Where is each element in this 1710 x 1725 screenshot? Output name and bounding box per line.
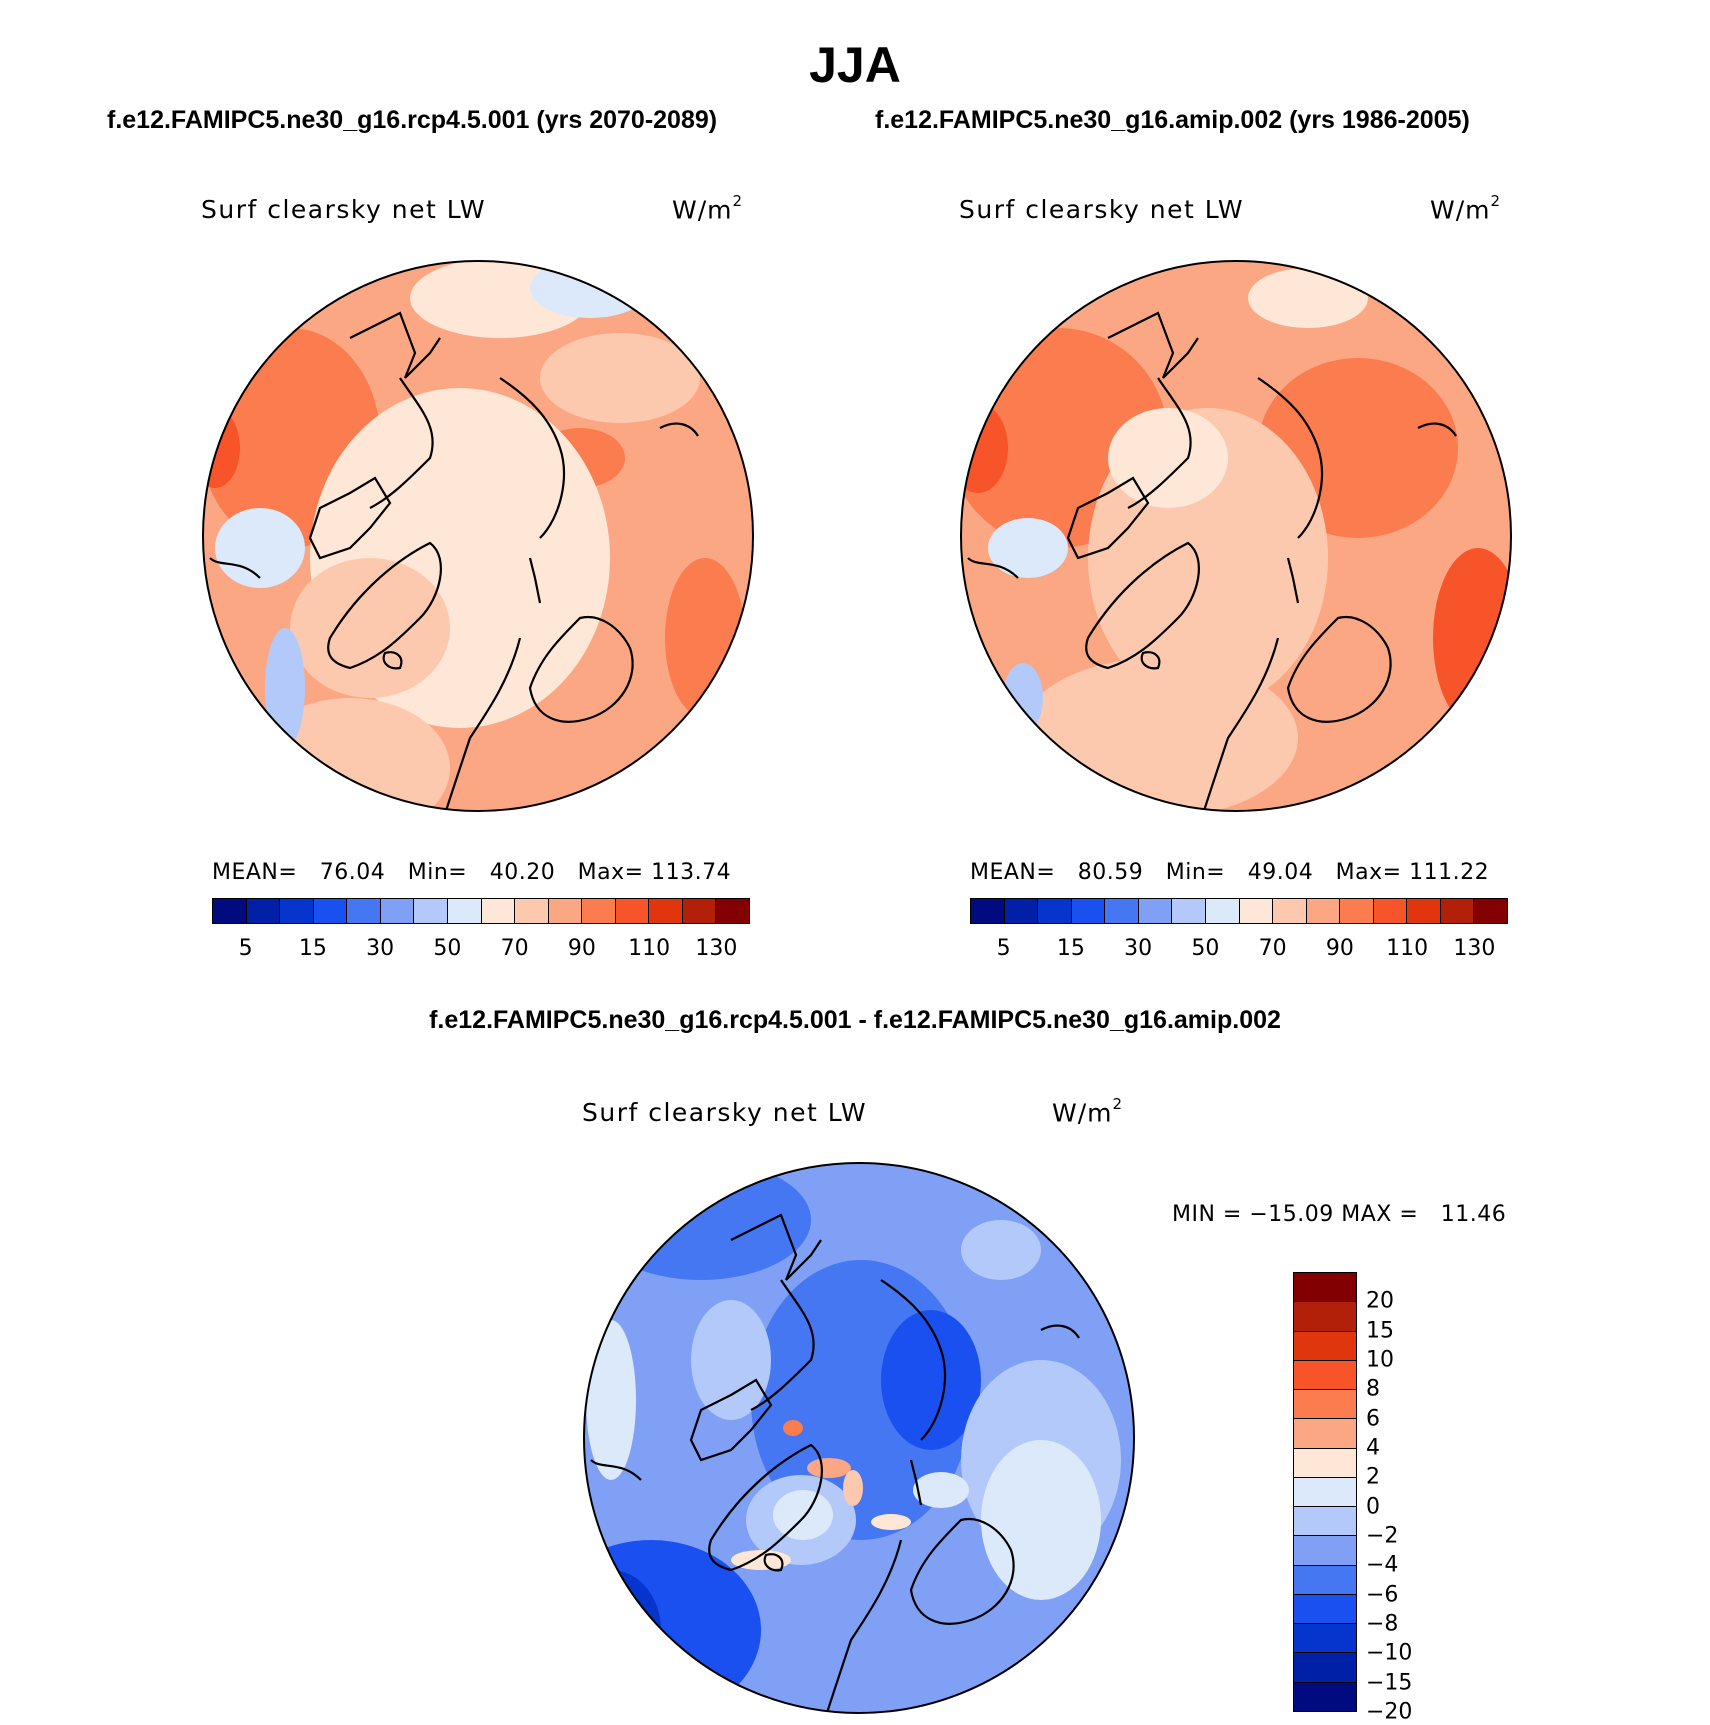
- test-colorbar-tick-label: 90: [567, 936, 596, 961]
- difference-colorbar-swatch: [1294, 1507, 1356, 1537]
- control-colorbar-swatch: [1105, 899, 1139, 923]
- control-colorbar-swatch: [1071, 899, 1106, 923]
- test-colorbar-swatch: [380, 899, 415, 923]
- test-colorbar-tick-label: 110: [628, 936, 671, 961]
- test-colorbar-swatch: [682, 899, 717, 923]
- test-colorbar-swatch: [347, 899, 381, 923]
- control-colorbar-tick-label: 90: [1325, 936, 1354, 961]
- difference-colorbar-swatch: [1294, 1448, 1356, 1478]
- difference-colorbar-swatch: [1294, 1565, 1356, 1595]
- test-stats: MEAN= 76.04 Min= 40.20 Max= 113.74: [212, 860, 732, 885]
- control-colorbar-swatch: [1038, 899, 1072, 923]
- difference-colorbar-tick-label: −8: [1366, 1611, 1399, 1637]
- difference-colorbar-swatch: [1294, 1419, 1356, 1449]
- difference-colorbar-tick-label: 6: [1366, 1406, 1380, 1432]
- test-colorbar-swatch: [615, 899, 650, 923]
- difference-colorbar-swatch: [1294, 1390, 1356, 1420]
- season-title: JJA: [809, 37, 901, 93]
- test-colorbar-swatch: [481, 899, 516, 923]
- control-polar-map: [960, 260, 1512, 812]
- difference-colorbar-tick-label: −10: [1366, 1640, 1413, 1666]
- difference-colorbar: [1293, 1272, 1357, 1712]
- control-case-title: f.e12.FAMIPC5.ne30_g16.amip.002 (yrs 198…: [875, 106, 1470, 134]
- difference-colorbar-tick-label: 2: [1366, 1464, 1380, 1490]
- difference-colorbar-tick-label: −15: [1366, 1670, 1413, 1696]
- test-colorbar-swatch: [582, 899, 616, 923]
- difference-title: f.e12.FAMIPC5.ne30_g16.rcp4.5.001 - f.e1…: [429, 1006, 1281, 1034]
- test-variable-label: Surf clearsky net LW: [201, 195, 487, 224]
- control-variable-label: Surf clearsky net LW: [959, 195, 1245, 224]
- control-colorbar-swatch: [1306, 899, 1341, 923]
- test-colorbar-tick-label: 15: [298, 936, 327, 961]
- control-colorbar-tick-label: 130: [1453, 936, 1496, 961]
- difference-colorbar-tick-label: 0: [1366, 1494, 1380, 1520]
- difference-colorbar-tick-label: −2: [1366, 1523, 1399, 1549]
- test-colorbar-tick-label: 70: [500, 936, 529, 961]
- difference-colorbar-tick-label: 10: [1366, 1347, 1394, 1373]
- test-colorbar-swatch: [447, 899, 482, 923]
- difference-stats: MIN = −15.09 MAX = 11.46: [1172, 1202, 1507, 1227]
- control-colorbar-swatch: [1004, 899, 1039, 923]
- difference-colorbar-swatch: [1294, 1302, 1356, 1332]
- control-colorbar-tick-label: 5: [996, 936, 1011, 961]
- control-colorbar-swatch: [1239, 899, 1274, 923]
- difference-polar-map: [583, 1162, 1135, 1714]
- control-colorbar-tick-label: 50: [1191, 936, 1220, 961]
- test-colorbar-swatch: [280, 899, 314, 923]
- test-colorbar-swatch: [515, 899, 549, 923]
- test-case-title: f.e12.FAMIPC5.ne30_g16.rcp4.5.001 (yrs 2…: [107, 106, 718, 134]
- control-stats: MEAN= 80.59 Min= 49.04 Max= 111.22: [970, 860, 1490, 885]
- control-units: W/m2: [1430, 192, 1502, 225]
- difference-colorbar-swatch: [1294, 1273, 1356, 1303]
- control-colorbar-swatch: [1373, 899, 1408, 923]
- difference-colorbar-swatch: [1294, 1624, 1356, 1654]
- difference-units: W/m2: [1052, 1095, 1124, 1128]
- test-colorbar-tick-label: 50: [433, 936, 462, 961]
- test-polar-map: [202, 260, 754, 812]
- control-colorbar-swatch: [1138, 899, 1173, 923]
- control-colorbar-swatch: [1273, 899, 1307, 923]
- control-colorbar-swatch: [1407, 899, 1441, 923]
- difference-colorbar-tick-label: −20: [1366, 1699, 1413, 1725]
- difference-colorbar-tick-label: −6: [1366, 1582, 1399, 1608]
- difference-colorbar-swatch: [1294, 1331, 1356, 1361]
- control-colorbar-tick-label: 70: [1258, 936, 1287, 961]
- difference-colorbar-tick-label: 8: [1366, 1376, 1380, 1402]
- test-colorbar-swatch: [716, 899, 749, 923]
- difference-colorbar-tick-label: −4: [1366, 1552, 1399, 1578]
- control-colorbar-tick-label: 30: [1124, 936, 1153, 961]
- difference-colorbar-tick-label: 20: [1366, 1288, 1394, 1314]
- difference-colorbar-tick-label: 4: [1366, 1435, 1380, 1461]
- difference-colorbar-tick-label: 15: [1366, 1318, 1394, 1344]
- control-colorbar-swatch: [1340, 899, 1374, 923]
- difference-colorbar-swatch: [1294, 1536, 1356, 1566]
- difference-colorbar-ticks: 20 15 10 8 6 4 2 0 −2 −4 −6 −8 −10 −15 −20: [1366, 1272, 1446, 1725]
- test-units: W/m2: [672, 192, 744, 225]
- difference-colorbar-swatch: [1294, 1682, 1356, 1711]
- control-colorbar-tick-label: 110: [1386, 936, 1429, 961]
- control-colorbar-swatch: [971, 899, 1005, 923]
- difference-colorbar-swatch: [1294, 1594, 1356, 1625]
- test-colorbar-swatch: [313, 899, 348, 923]
- control-colorbar-swatch: [1474, 899, 1507, 923]
- test-colorbar-swatch: [548, 899, 583, 923]
- control-colorbar-tick-label: 15: [1056, 936, 1085, 961]
- test-colorbar-tick-label: 30: [366, 936, 395, 961]
- control-colorbar-swatch: [1205, 899, 1240, 923]
- control-colorbar-swatch: [1440, 899, 1475, 923]
- test-colorbar-tick-label: 130: [695, 936, 738, 961]
- test-colorbar: [212, 898, 750, 924]
- test-colorbar-swatch: [649, 899, 683, 923]
- test-colorbar-tick-label: 5: [238, 936, 253, 961]
- difference-colorbar-swatch: [1294, 1477, 1356, 1508]
- test-colorbar-swatch: [414, 899, 448, 923]
- difference-colorbar-swatch: [1294, 1653, 1356, 1683]
- difference-variable-label: Surf clearsky net LW: [582, 1098, 868, 1127]
- difference-colorbar-swatch: [1294, 1360, 1356, 1391]
- test-colorbar-swatch: [213, 899, 247, 923]
- control-colorbar-swatch: [1172, 899, 1206, 923]
- control-colorbar: [970, 898, 1508, 924]
- test-colorbar-swatch: [246, 899, 281, 923]
